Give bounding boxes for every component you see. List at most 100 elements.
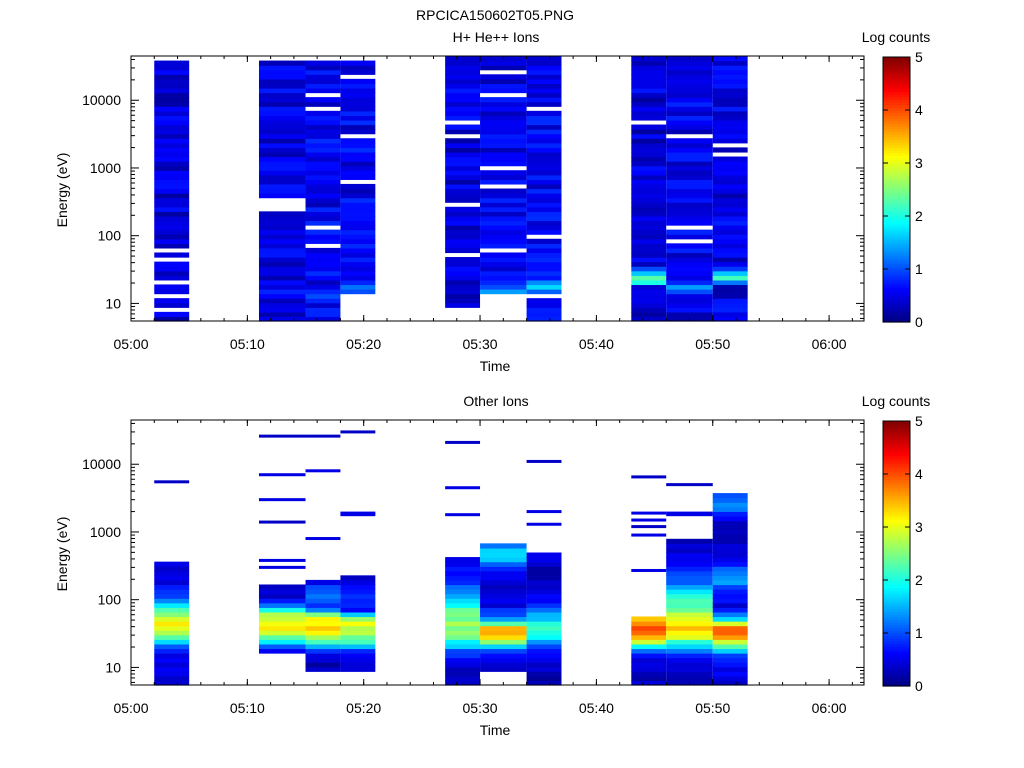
colorbar-swatch: [883, 194, 910, 199]
heatmap-cell: [480, 566, 527, 572]
heatmap-cell: [480, 74, 527, 80]
heatmap-cell: [154, 188, 190, 194]
heatmap-cell: [526, 257, 562, 263]
x-tick-label: 05:20: [346, 336, 381, 352]
heatmap-cell: [666, 662, 713, 668]
heatmap-cell: [154, 298, 190, 304]
heatmap-line-cell: [631, 511, 667, 515]
colorbar-swatch: [883, 170, 910, 175]
heatmap-cell: [631, 69, 667, 75]
y-tick-label: 10: [105, 295, 121, 311]
colorbar-swatch: [883, 566, 910, 570]
colorbar-swatch: [883, 131, 910, 135]
heatmap-cell: [666, 579, 713, 586]
heatmap-cell: [712, 561, 748, 567]
colorbar-swatch: [883, 163, 910, 167]
heatmap-cell: [154, 561, 190, 567]
colorbar-swatch: [883, 258, 910, 262]
heatmap-cell: [631, 238, 667, 244]
heatmap-cell: [340, 234, 376, 240]
heatmap-cell: [445, 87, 481, 94]
heatmap-cell: [712, 78, 748, 85]
heatmap-cell: [712, 275, 748, 281]
heatmap-cell: [712, 680, 748, 686]
colorbar-swatch: [883, 216, 910, 220]
heatmap-cell: [666, 643, 713, 650]
heatmap-cell: [340, 238, 376, 244]
heatmap-cell: [258, 316, 306, 322]
heatmap-cell: [631, 616, 667, 622]
heatmap-cell: [666, 202, 713, 208]
heatmap-cell: [712, 506, 748, 512]
heatmap-cell: [712, 284, 748, 290]
colorbar-swatch: [883, 651, 910, 655]
heatmap-cell: [340, 289, 376, 295]
heatmap-cell: [666, 634, 713, 640]
heatmap-cell: [305, 147, 341, 153]
heatmap-cell: [305, 193, 341, 199]
colorbar-swatch: [883, 564, 910, 568]
heatmap-cell: [340, 589, 376, 595]
heatmap-cell: [526, 110, 562, 116]
heatmap-cell: [712, 202, 748, 208]
heatmap-cell: [340, 270, 376, 276]
colorbar-swatch: [883, 431, 910, 435]
heatmap-cell: [258, 275, 306, 281]
heatmap-cell: [340, 165, 376, 171]
colorbar-swatch: [883, 500, 910, 504]
heatmap-cell: [258, 607, 306, 613]
heatmap-cell: [258, 92, 306, 98]
heatmap-cell: [666, 147, 713, 153]
heatmap-cell: [480, 602, 527, 608]
heatmap-cell: [480, 129, 527, 135]
x-tick-label: 06:00: [812, 700, 847, 716]
heatmap-cell: [480, 611, 527, 618]
colorbar-swatch: [883, 640, 910, 645]
heatmap-cell: [712, 538, 748, 544]
heatmap-cell: [154, 243, 190, 249]
colorbar-swatch: [883, 450, 910, 454]
heatmap-cell: [154, 643, 190, 650]
heatmap-cell: [154, 115, 190, 121]
heatmap-cell: [340, 211, 376, 217]
heatmap-cell: [305, 247, 341, 254]
heatmap-cell: [445, 247, 481, 254]
heatmap-cell: [631, 293, 667, 299]
heatmap-cell: [445, 298, 481, 304]
colorbar-swatch: [883, 558, 910, 563]
colorbar-swatch: [883, 683, 910, 687]
heatmap-cell: [340, 183, 376, 190]
heatmap-cell: [712, 225, 748, 231]
heatmap-cell: [305, 197, 341, 203]
heatmap-cell: [631, 225, 667, 231]
heatmap-cell: [258, 238, 306, 244]
x-tick-label: 05:00: [113, 700, 148, 716]
heatmap-cell: [258, 220, 306, 226]
heatmap-cell: [258, 60, 306, 66]
heatmap-cell: [631, 266, 667, 272]
heatmap-cell: [480, 138, 527, 144]
heatmap-cell: [526, 69, 562, 75]
heatmap-cell: [631, 56, 667, 62]
colorbar-swatch: [883, 428, 910, 433]
heatmap-cell: [480, 561, 527, 567]
heatmap-cell: [154, 634, 190, 640]
colorbar-tick-label: 3: [915, 519, 923, 535]
heatmap-cell: [631, 643, 667, 650]
heatmap-cell: [340, 156, 376, 162]
panel-title: Other Ions: [463, 393, 528, 409]
colorbar-swatch: [883, 458, 910, 462]
colorbar-swatch: [883, 210, 910, 214]
heatmap-cell: [631, 630, 667, 636]
heatmap-cell: [712, 643, 748, 650]
heatmap-cell: [712, 257, 748, 263]
heatmap-cell: [712, 511, 748, 517]
heatmap-cell: [445, 101, 481, 107]
heatmap-cell: [712, 170, 748, 176]
colorbar-swatch: [883, 168, 910, 172]
heatmap-cell: [526, 156, 562, 162]
heatmap-cell: [305, 238, 341, 244]
heatmap-cell: [631, 247, 667, 254]
heatmap-cell: [258, 589, 306, 595]
colorbar-swatch: [883, 587, 910, 592]
